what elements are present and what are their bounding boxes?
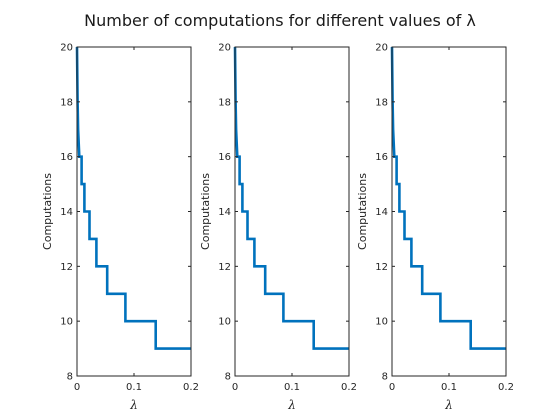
y-tick-label: 12 xyxy=(218,262,231,273)
y-tick-label: 20 xyxy=(60,43,73,54)
y-tick-label: 10 xyxy=(375,317,388,328)
y-tick-label: 14 xyxy=(375,207,388,218)
y-tick-label: 14 xyxy=(218,207,231,218)
y-tick-label: 18 xyxy=(218,97,231,108)
y-tick-label: 10 xyxy=(60,317,73,328)
subplots: 8 10 12 14 16 18 20 0 0.1 0.2 λ Computations 8 10 12 14… xyxy=(41,43,514,413)
y-tick-label: 8 xyxy=(225,372,231,383)
figure-title: Number of computations for different val… xyxy=(84,11,476,30)
y-tick-label: 20 xyxy=(375,43,388,54)
subplot-2: 8 10 12 14 16 18 20 0 0.1 0.2 λ Computations xyxy=(199,43,357,413)
x-tick-label: 0.2 xyxy=(183,382,199,393)
y-tick-label: 18 xyxy=(375,97,388,108)
y-tick-label: 20 xyxy=(218,43,231,54)
subplot-3: 8 10 12 14 16 18 20 0 0.1 0.2 λ Computations xyxy=(356,43,514,413)
x-axis-label: λ xyxy=(287,398,296,412)
y-tick-label: 12 xyxy=(60,262,73,273)
y-tick-label: 12 xyxy=(375,262,388,273)
y-tick-label: 8 xyxy=(382,372,388,383)
x-tick-label: 0.1 xyxy=(126,382,142,393)
x-axis-label: λ xyxy=(444,398,453,412)
y-tick-label: 8 xyxy=(67,372,73,383)
y-tick-label: 16 xyxy=(218,152,231,163)
axes-box xyxy=(391,46,507,377)
x-tick-label: 0.2 xyxy=(498,382,514,393)
x-axis-label: λ xyxy=(129,398,138,412)
y-axis-label: Computations xyxy=(199,173,212,250)
axes-box xyxy=(234,46,350,377)
x-tick-label: 0.1 xyxy=(441,382,457,393)
y-axis-label: Computations xyxy=(356,173,369,250)
series-line xyxy=(390,46,506,350)
x-tick-label: 0.2 xyxy=(341,382,357,393)
x-tick-label: 0 xyxy=(232,382,238,393)
subplot-1: 8 10 12 14 16 18 20 0 0.1 0.2 λ Computations xyxy=(41,43,199,413)
x-tick-label: 0 xyxy=(74,382,80,393)
x-tick-label: 0.1 xyxy=(284,382,300,393)
x-tick-label: 0 xyxy=(389,382,395,393)
y-tick-label: 16 xyxy=(375,152,388,163)
series-line xyxy=(75,46,191,350)
y-tick-label: 10 xyxy=(218,317,231,328)
series-line xyxy=(233,46,349,350)
y-tick-label: 14 xyxy=(60,207,73,218)
y-tick-label: 16 xyxy=(60,152,73,163)
y-tick-label: 18 xyxy=(60,97,73,108)
axes-box xyxy=(76,46,192,377)
y-axis-label: Computations xyxy=(41,173,54,250)
